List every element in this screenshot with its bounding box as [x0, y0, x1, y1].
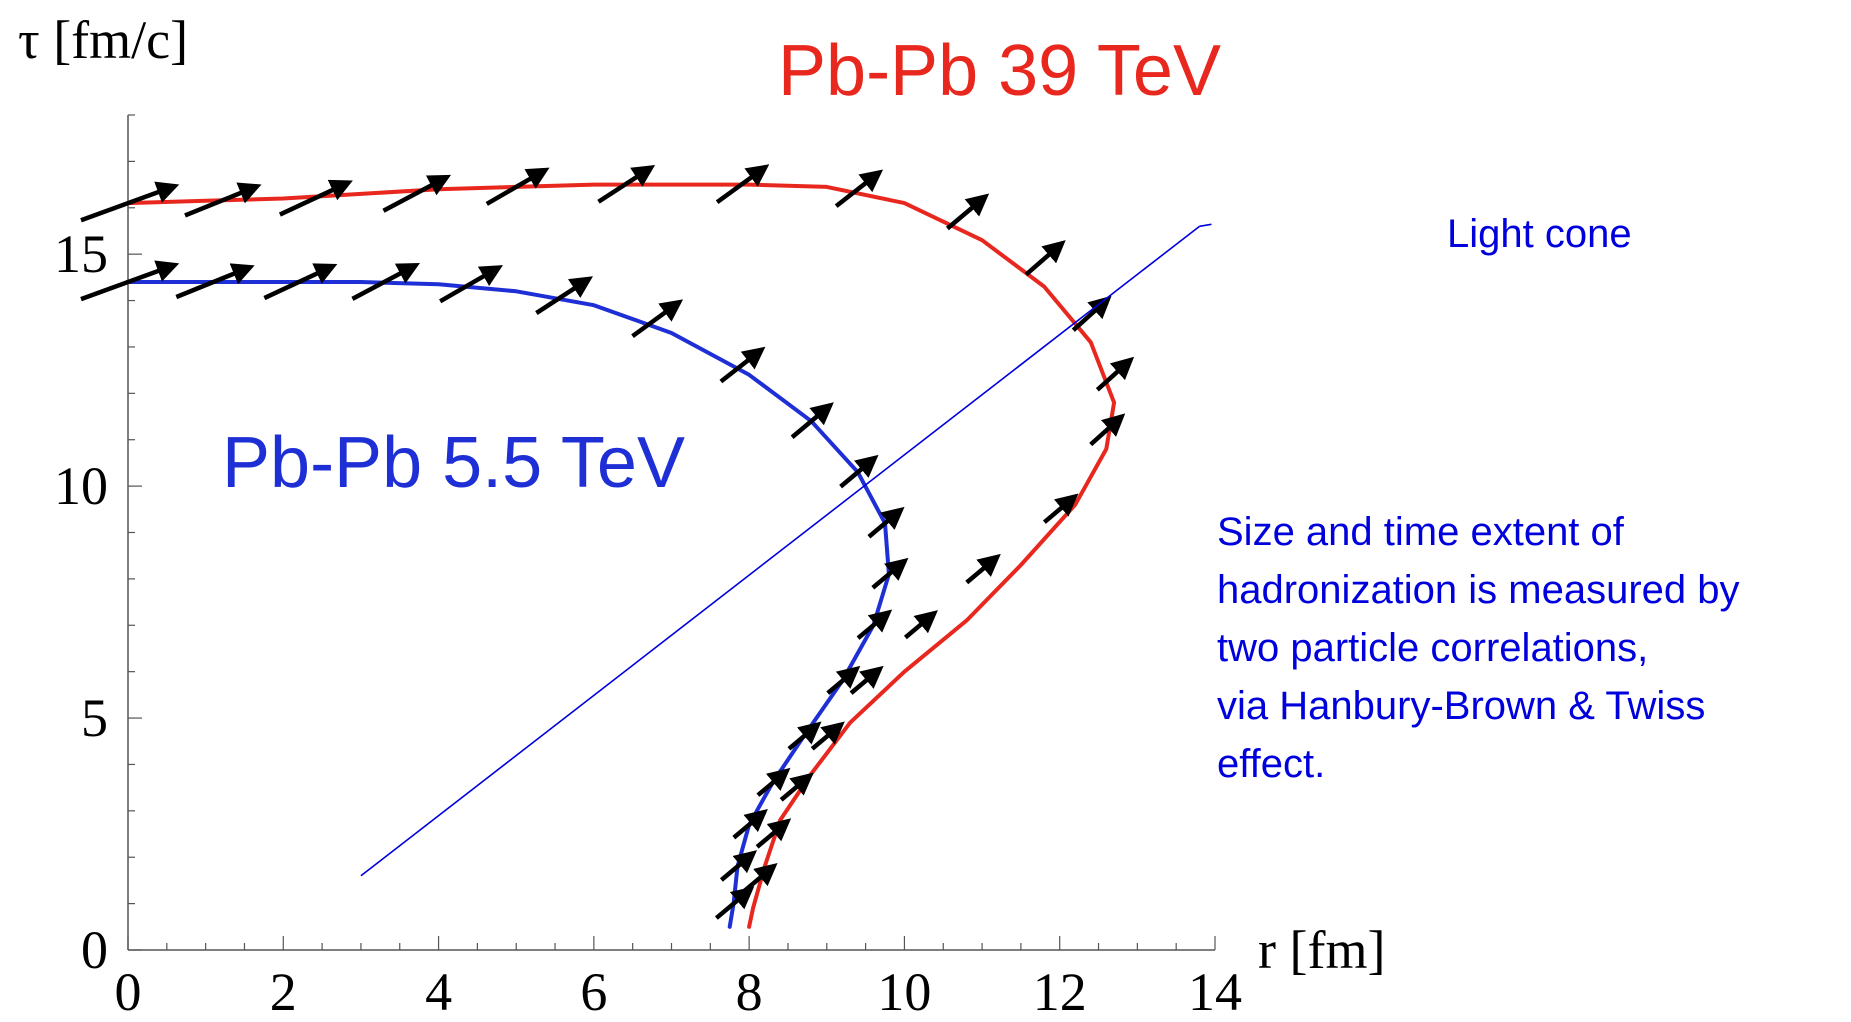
- light-cone-label-leader: [1199, 223, 1212, 228]
- flow-arrow-5-5tev: [826, 665, 861, 695]
- hbt-note: Size and time extent of hadronization is…: [1217, 510, 1740, 786]
- note-line: two particle correlations,: [1217, 626, 1648, 670]
- curve-39tev: [126, 182, 1117, 929]
- flow-arrow-39tev: [903, 610, 938, 640]
- y-axis-title: τ [fm/c]: [18, 10, 188, 70]
- flow-arrow-39tev: [965, 553, 1001, 585]
- flow-arrow-39tev: [1071, 295, 1112, 332]
- flow-arrow-39tev: [1089, 413, 1126, 447]
- flow-arrow-5-5tev: [631, 299, 684, 338]
- flow-arrow-39tev: [597, 164, 656, 204]
- flow-arrow-5-5tev: [439, 265, 503, 304]
- flow-arrow-39tev: [80, 181, 180, 223]
- flow-arrow-5-5tev: [787, 721, 822, 751]
- x-axis-ticks: 0 2 4 6 8 10 12 14: [115, 936, 1242, 1022]
- y-tick-label: 0: [81, 920, 108, 980]
- flow-arrow-5-5tev: [535, 276, 593, 315]
- x-tick-label: 4: [425, 962, 452, 1022]
- flow-arrows: [80, 164, 1135, 920]
- flow-arrow-39tev: [810, 721, 845, 751]
- x-axis-title: r [fm]: [1258, 920, 1385, 980]
- flow-arrow-5-5tev: [351, 262, 420, 301]
- flow-arrow-5-5tev: [719, 346, 766, 384]
- flow-arrow-5-5tev: [856, 609, 893, 640]
- flow-arrow-39tev: [945, 193, 990, 231]
- note-line: effect.: [1217, 742, 1325, 786]
- flow-arrow-39tev: [485, 167, 550, 206]
- y-tick-label: 5: [81, 688, 108, 748]
- y-axis-ticks: 0 5 10 15: [54, 114, 142, 980]
- flow-arrow-5-5tev: [175, 263, 255, 300]
- flow-arrow-5-5tev: [263, 263, 338, 301]
- flow-arrow-39tev: [849, 665, 884, 695]
- flow-arrow-39tev: [1042, 493, 1079, 524]
- flow-arrow-5-5tev: [714, 886, 755, 920]
- flow-arrow-39tev: [184, 182, 262, 218]
- x-tick-label: 14: [1188, 962, 1242, 1022]
- flow-arrow-39tev: [755, 818, 792, 849]
- series-label-39tev: Pb-Pb 39 TeV: [778, 31, 1221, 111]
- flow-arrow-5-5tev: [871, 557, 909, 590]
- flow-arrow-5-5tev: [867, 506, 905, 539]
- light-cone-label: Light cone: [1447, 212, 1632, 256]
- flow-arrow-39tev: [715, 164, 770, 205]
- flow-arrow-5-5tev: [732, 809, 768, 840]
- y-tick-label: 10: [54, 456, 108, 516]
- note-line: Size and time extent of: [1217, 510, 1625, 554]
- x-tick-label: 0: [115, 962, 142, 1022]
- x-tick-label: 10: [877, 962, 931, 1022]
- note-line: via Hanbury-Brown & Twiss: [1217, 684, 1705, 728]
- series-label-5-5tev: Pb-Pb 5.5 TeV: [222, 423, 685, 503]
- flow-arrow-39tev: [1024, 240, 1066, 277]
- series-curves: [126, 182, 1117, 929]
- light-cone-line: [360, 225, 1200, 877]
- flow-arrow-5-5tev: [790, 402, 834, 439]
- flow-arrow-5-5tev: [839, 454, 879, 489]
- flow-arrow-39tev: [382, 174, 452, 213]
- x-tick-label: 6: [580, 962, 607, 1022]
- flow-arrow-5-5tev: [80, 260, 180, 302]
- flow-arrow-5-5tev: [719, 850, 758, 882]
- x-tick-label: 8: [736, 962, 763, 1022]
- flow-arrow-39tev: [278, 179, 353, 217]
- flow-arrow-39tev: [834, 169, 884, 208]
- flow-arrow-39tev: [1095, 356, 1135, 392]
- x-tick-label: 2: [270, 962, 297, 1022]
- flow-arrow-5-5tev: [756, 767, 791, 797]
- x-tick-label: 12: [1033, 962, 1087, 1022]
- y-tick-label: 15: [54, 224, 108, 284]
- flow-arrow-39tev: [779, 772, 814, 802]
- note-line: hadronization is measured by: [1217, 568, 1740, 612]
